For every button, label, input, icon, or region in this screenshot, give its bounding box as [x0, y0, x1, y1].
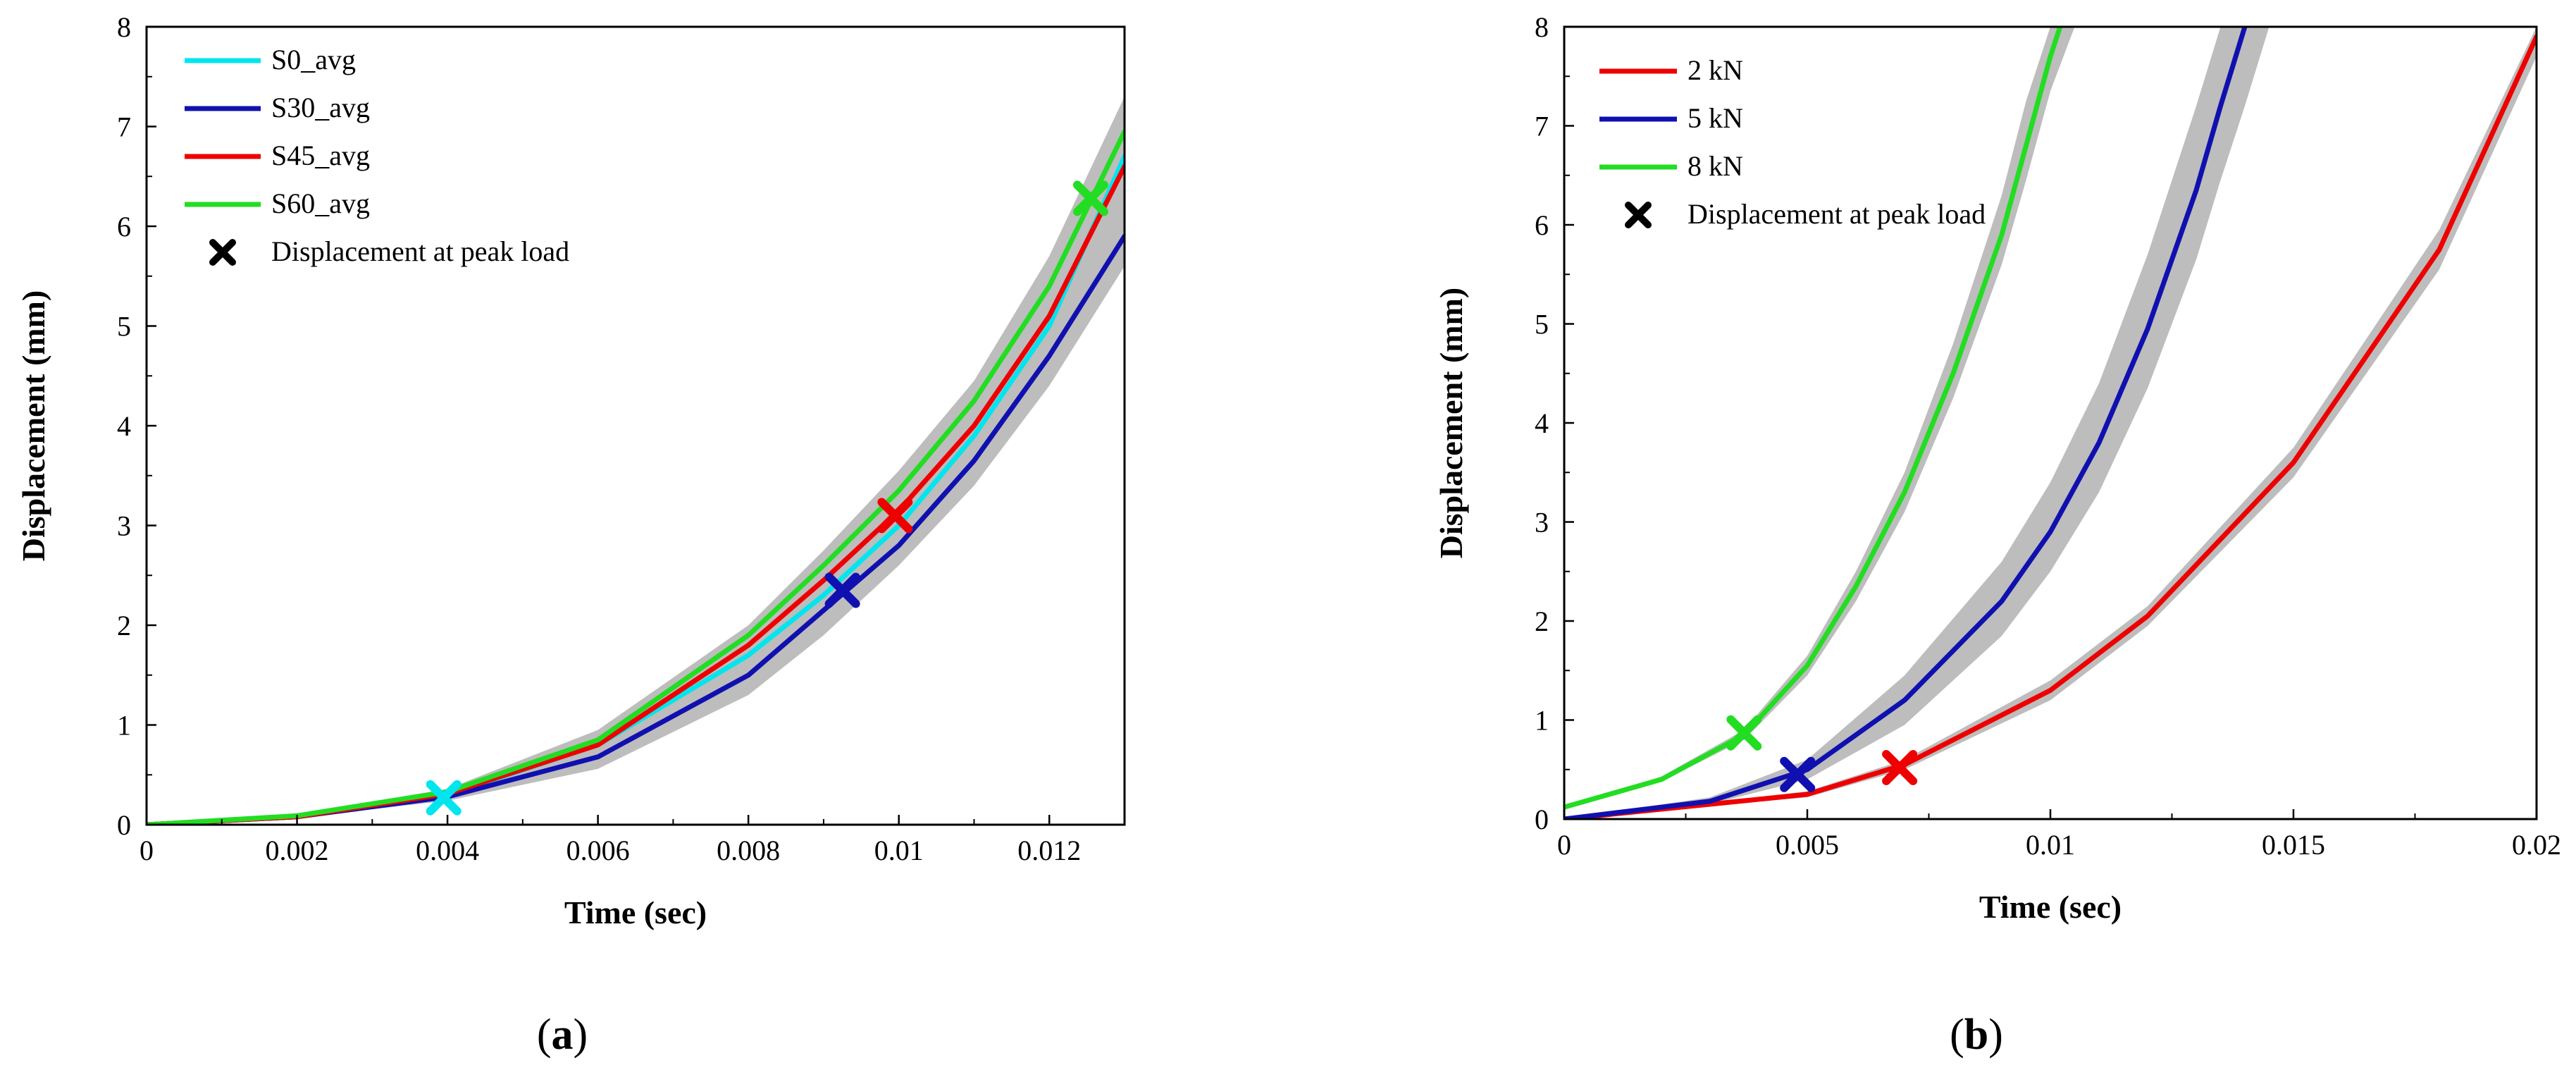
legend-label-b-2: 8 kN [1688, 150, 1743, 182]
legend-label-b-0: 2 kN [1688, 54, 1743, 86]
plot-area-a [147, 97, 1125, 825]
y-tick-label-b-3: 3 [1535, 507, 1549, 539]
panel-b-chart: 0 0.005 0.01 0.015 0.02 0 1 2 3 4 5 6 7 8 Time (sec) Di… [1433, 11, 2561, 925]
y-tick-label-a-2: 2 [117, 610, 131, 641]
y-axis-title-a: Displacement (mm) [16, 290, 51, 562]
band-b-2 [1564, 27, 2075, 808]
legend-marker-symbol-a [209, 239, 236, 266]
legend-b: 2 kN 5 kN 8 kN Displacement at peak load [1599, 54, 1986, 230]
y-tick-label-a-6: 6 [117, 211, 131, 242]
series-line-b-2 [1564, 27, 2063, 810]
series-line-b-0 [1564, 34, 2537, 819]
panel-b-caption: (b) [1950, 1011, 2003, 1059]
y-tick-label-b-6: 6 [1535, 209, 1549, 241]
series-line-a-1 [147, 233, 1125, 825]
panel-b-paren-close: ) [1988, 1011, 2003, 1059]
legend-label-b-1: 5 kN [1688, 102, 1743, 134]
panel-a-paren-close: ) [574, 1011, 588, 1059]
x-tick-label-b-0: 0 [1557, 829, 1571, 861]
legend-marker-symbol-b [1625, 202, 1652, 228]
panel-a-paren-open: ( [537, 1011, 552, 1059]
plot-area-b [1564, 27, 2537, 819]
legend-a: S0_avg S30_avg S45_avg S60_avg Displacement … [185, 44, 569, 267]
y-tick-label-b-2: 2 [1535, 605, 1549, 637]
peak-marker-b-2 [1726, 715, 1762, 751]
x-axis-title-a: Time (sec) [564, 894, 707, 930]
y-axis-title-b: Displacement (mm) [1433, 288, 1469, 559]
x-tick-label-b-3: 0.015 [2262, 829, 2325, 861]
x-tick-label-a-4: 0.008 [717, 835, 780, 866]
y-tick-label-b-8: 8 [1535, 11, 1549, 43]
panel-b-letter: b [1964, 1011, 1988, 1059]
y-tick-label-b-0: 0 [1535, 804, 1549, 835]
peak-marker-a-3 [1072, 180, 1108, 216]
peak-marker-b-0 [1882, 749, 1918, 785]
peak-marker-a-2 [877, 498, 913, 534]
band-a-0 [147, 97, 1125, 825]
peak-marker-a-0 [426, 780, 462, 816]
panel-b-paren-open: ( [1950, 1011, 1964, 1059]
legend-label-marker-b: Displacement at peak load [1688, 198, 1986, 230]
y-tick-label-b-7: 7 [1535, 111, 1549, 142]
x-tick-label-a-3: 0.006 [566, 835, 630, 866]
panel-a-caption: (a) [537, 1011, 588, 1059]
y-tick-label-b-5: 5 [1535, 309, 1549, 340]
panel-a-chart: 0 0.002 0.004 0.006 0.008 0.01 0.012 0 1 2 3 4 5 6 7 8 T… [16, 11, 1126, 930]
legend-label-a-3: S60_avg [271, 187, 370, 219]
y-tick-label-a-7: 7 [117, 111, 131, 143]
peak-marker-a-1 [824, 572, 860, 608]
panel-a-letter: a [552, 1011, 574, 1059]
x-tick-label-a-0: 0 [140, 835, 154, 866]
legend-label-a-1: S30_avg [271, 92, 370, 123]
y-tick-label-a-1: 1 [117, 710, 131, 742]
x-tick-label-a-2: 0.004 [416, 835, 479, 866]
x-tick-label-b-1: 0.005 [1776, 829, 1839, 861]
y-tick-label-b-4: 4 [1535, 407, 1549, 439]
legend-label-a-2: S45_avg [271, 140, 370, 171]
y-tick-label-a-5: 5 [117, 311, 131, 343]
x-tick-label-a-5: 0.01 [874, 835, 924, 866]
y-tick-label-a-8: 8 [117, 11, 131, 43]
x-tick-label-b-2: 0.01 [2026, 829, 2075, 861]
peak-marker-b-1 [1780, 756, 1816, 792]
y-tick-label-b-1: 1 [1535, 705, 1549, 737]
x-tick-label-a-1: 0.002 [266, 835, 329, 866]
legend-label-marker-a: Displacement at peak load [271, 235, 569, 267]
x-tick-label-b-4: 0.02 [2512, 829, 2561, 861]
y-tick-label-a-0: 0 [117, 809, 131, 841]
band-b-0 [1564, 27, 2537, 819]
x-axis-title-b: Time (sec) [1979, 889, 2122, 925]
x-tick-label-a-6: 0.012 [1017, 835, 1081, 866]
series-line-a-3 [147, 129, 1125, 825]
y-tick-label-a-3: 3 [117, 510, 131, 542]
band-b-1 [1564, 27, 2270, 819]
y-tick-label-a-4: 4 [117, 410, 131, 442]
legend-label-a-0: S0_avg [271, 44, 356, 75]
series-line-b-1 [1564, 27, 2248, 819]
